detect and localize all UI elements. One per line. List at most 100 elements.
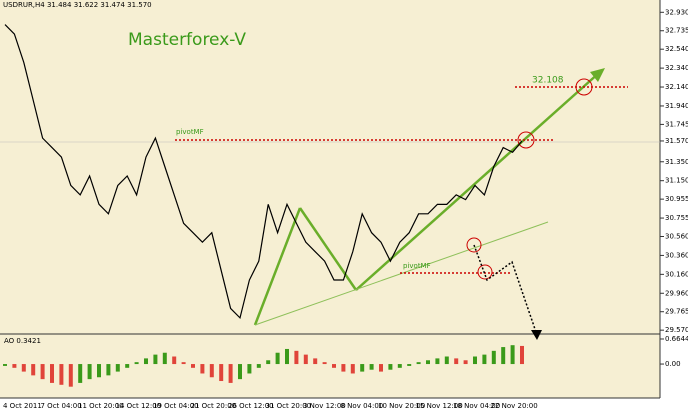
ao-bar bbox=[172, 356, 177, 365]
ao-bar bbox=[501, 347, 506, 365]
wave bbox=[253, 207, 302, 326]
y-tick-label: 31.570 bbox=[665, 137, 688, 145]
header: USDRUR,H4 31.484 31.622 31.474 31.570 bbox=[3, 1, 152, 9]
ao-bar bbox=[21, 364, 26, 372]
y-tick-label: 0.6644 bbox=[665, 335, 688, 343]
y-tick-label: 29.960 bbox=[665, 289, 688, 297]
annotation: pivotMF bbox=[176, 128, 204, 136]
y-tick-label: 32.735 bbox=[665, 27, 688, 35]
y-tick-label: 31.350 bbox=[665, 158, 688, 166]
x-tick-label: 22 Nov 20:00 bbox=[491, 402, 538, 410]
ao-bar bbox=[191, 364, 195, 368]
ao-bar bbox=[219, 364, 224, 382]
ao-bar bbox=[125, 364, 130, 368]
ao-bar bbox=[510, 345, 515, 365]
ao-bar bbox=[134, 362, 139, 365]
circle bbox=[575, 78, 593, 96]
y-tick-label: 32.140 bbox=[665, 83, 688, 91]
ao-bar bbox=[12, 364, 17, 368]
price-line bbox=[4, 24, 523, 320]
ao-bar bbox=[520, 345, 524, 365]
ao-bar bbox=[313, 358, 318, 365]
x-tick-label: 15 Nov 12:00 bbox=[416, 402, 463, 410]
ao-bar bbox=[332, 364, 336, 368]
x-tick-label: 10 Nov 20:00 bbox=[378, 402, 425, 410]
ao-bar bbox=[78, 364, 83, 383]
scenario-path bbox=[473, 244, 538, 336]
x-tick-label: 11 Oct 20:00 bbox=[78, 402, 124, 410]
ao-bar bbox=[68, 364, 73, 387]
ao-bar bbox=[482, 354, 487, 365]
circle bbox=[466, 237, 482, 253]
y-tick-label: 30.755 bbox=[665, 214, 688, 222]
ao-bar bbox=[115, 364, 120, 372]
ao-bar bbox=[200, 364, 205, 374]
background bbox=[0, 0, 660, 398]
x-tick-label: 26 Oct 12:00 bbox=[228, 402, 274, 410]
ao-bar bbox=[209, 364, 214, 378]
ao-bar bbox=[247, 364, 252, 374]
ao-bar bbox=[3, 364, 7, 366]
y-tick-label: 29.765 bbox=[665, 308, 688, 316]
ao-bar bbox=[369, 364, 374, 370]
ao-bar bbox=[322, 362, 327, 365]
y-tick-label: 32.540 bbox=[665, 45, 688, 53]
ao-bar bbox=[491, 350, 496, 365]
ao-bar bbox=[31, 364, 36, 376]
wave bbox=[298, 207, 358, 291]
x-tick-label: 3 Nov 12:00 bbox=[303, 402, 346, 410]
ao-bar bbox=[40, 364, 45, 380]
y-tick-label: 30.160 bbox=[665, 270, 688, 278]
ao-bar bbox=[275, 352, 280, 365]
ao-bar bbox=[50, 364, 54, 383]
ao-bar bbox=[144, 358, 148, 365]
x-tick-label: 14 Oct 12:00 bbox=[116, 402, 162, 410]
annotations bbox=[175, 68, 628, 340]
ao-bar bbox=[153, 354, 158, 365]
y-tick-label: 32.340 bbox=[665, 64, 688, 72]
y-tick-label: 31.150 bbox=[665, 177, 688, 185]
y-tick-label: 30.560 bbox=[665, 233, 688, 241]
circle bbox=[477, 264, 493, 280]
ao-bar bbox=[350, 364, 355, 374]
ao-bar bbox=[473, 356, 477, 365]
trend-arrow bbox=[355, 71, 601, 291]
y-tick-label: 31.745 bbox=[665, 120, 688, 128]
ao-bar bbox=[238, 364, 242, 380]
ao-bar bbox=[256, 364, 261, 368]
ao-bar bbox=[87, 364, 92, 380]
ao-bar bbox=[303, 354, 308, 365]
ao-bar bbox=[162, 352, 167, 365]
ao-bar bbox=[416, 362, 421, 365]
x-tick-label: 4 Oct 2011 bbox=[3, 402, 42, 410]
y-tick-label: 30.955 bbox=[665, 195, 688, 203]
arrow-head bbox=[531, 330, 542, 340]
ao-bar bbox=[285, 348, 289, 365]
circle bbox=[517, 131, 535, 149]
ao-bar bbox=[454, 358, 459, 365]
ao-bar bbox=[294, 350, 299, 365]
y-tick-label: 32.930 bbox=[665, 8, 688, 16]
chart-title: Masterforex-V bbox=[128, 30, 246, 50]
ao-bar bbox=[397, 364, 402, 368]
y-tick-label: 0.00 bbox=[665, 360, 681, 368]
panel-title: AO 0.3421 bbox=[4, 337, 41, 345]
ao-bar bbox=[426, 360, 430, 365]
x-tick-label: 7 Oct 04:00 bbox=[41, 402, 82, 410]
ao-bar bbox=[97, 364, 101, 378]
x-tick-label: 18 Nov 04:00 bbox=[453, 402, 500, 410]
ao-bar bbox=[388, 364, 393, 370]
ao-bar bbox=[435, 358, 440, 365]
x-tick-label: 31 Oct 20:00 bbox=[266, 402, 312, 410]
ao-bar bbox=[106, 364, 111, 376]
ao-bar bbox=[341, 364, 346, 372]
ao-bar bbox=[444, 356, 449, 365]
annotation: pivotMF bbox=[403, 262, 431, 270]
ao-bar bbox=[59, 364, 64, 385]
y-tick-label: 31.940 bbox=[665, 102, 688, 110]
ao-bar bbox=[379, 364, 383, 372]
x-tick-label: 8 Nov 04:00 bbox=[341, 402, 384, 410]
y-tick-label: 30.360 bbox=[665, 251, 688, 259]
y-tick-label: 29.570 bbox=[665, 326, 688, 334]
